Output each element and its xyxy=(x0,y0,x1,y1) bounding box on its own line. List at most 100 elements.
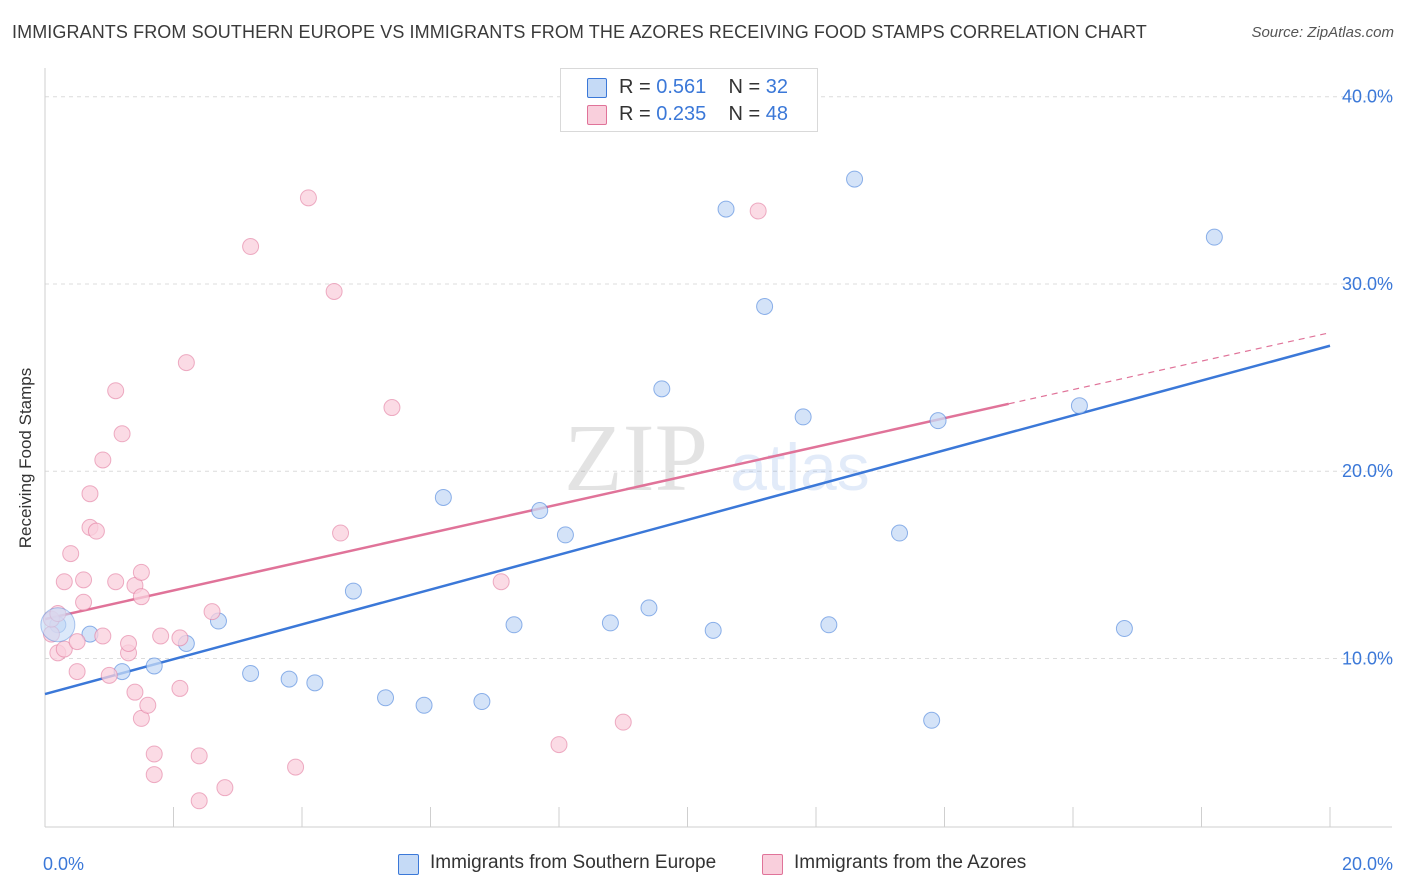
point-southern-europe xyxy=(846,170,864,188)
series-label-azores: Immigrants from the Azores xyxy=(794,852,1027,873)
legend-r-label: R = xyxy=(619,103,651,125)
point-southern-europe xyxy=(1115,620,1133,638)
legend-r-label: R = xyxy=(619,76,651,98)
series-swatch-azores xyxy=(762,854,783,875)
point-azores xyxy=(132,563,150,581)
y-axis-label: Receiving Food Stamps xyxy=(16,367,35,549)
point-azores xyxy=(145,745,163,763)
point-southern-europe xyxy=(794,408,812,426)
watermark: ZIP atlas xyxy=(564,404,870,511)
point-azores xyxy=(100,666,118,684)
point-southern-europe xyxy=(280,670,298,688)
point-southern-europe xyxy=(306,674,324,692)
x-tick-label: 20.0% xyxy=(1342,854,1393,874)
legend-n-label: N = xyxy=(728,103,761,125)
grid-lines xyxy=(45,96,1392,659)
point-azores xyxy=(383,399,401,417)
point-azores xyxy=(87,522,105,540)
point-southern-europe xyxy=(756,297,774,315)
point-southern-europe xyxy=(344,582,362,600)
trend-line-southern-europe xyxy=(44,344,1331,696)
point-southern-europe xyxy=(653,380,671,398)
point-southern-europe xyxy=(473,693,491,711)
point-azores xyxy=(107,573,125,591)
point-southern-europe xyxy=(640,599,658,617)
point-southern-europe xyxy=(820,616,838,634)
source-label: Source: ZipAtlas.com xyxy=(1251,24,1394,41)
point-southern-europe xyxy=(415,696,433,714)
point-southern-europe xyxy=(1205,228,1223,246)
point-azores xyxy=(550,736,568,754)
correlation-legend: R = 0.561 N = 32 R = 0.235 N = 48 xyxy=(560,68,818,132)
point-southern-europe xyxy=(505,616,523,634)
point-southern-europe xyxy=(717,200,735,218)
point-azores xyxy=(132,588,150,606)
series-swatch-southern-europe xyxy=(398,854,419,875)
point-azores xyxy=(216,779,234,797)
point-azores xyxy=(614,713,632,731)
legend-n-value: 48 xyxy=(765,103,789,125)
point-southern-europe xyxy=(929,412,947,430)
legend-r-value: 0.235 xyxy=(656,103,707,125)
series-legend: Immigrants from Southern Europe Immigran… xyxy=(0,852,1406,878)
axes xyxy=(44,68,1392,828)
point-azores xyxy=(325,282,343,300)
point-azores xyxy=(126,683,144,701)
watermark-atlas: atlas xyxy=(730,430,869,504)
point-southern-europe xyxy=(1070,397,1088,415)
point-azores xyxy=(492,573,510,591)
y-tick-label: 40.0% xyxy=(1342,87,1393,107)
y-tick-label: 20.0% xyxy=(1342,461,1393,481)
point-azores xyxy=(68,663,86,681)
point-azores xyxy=(75,571,93,589)
point-azores xyxy=(171,629,189,647)
series-label-southern-europe: Immigrants from Southern Europe xyxy=(430,852,717,873)
point-azores xyxy=(190,792,208,810)
data-points xyxy=(40,170,1223,810)
point-southern-europe xyxy=(377,689,395,707)
point-azores xyxy=(81,485,99,503)
point-southern-europe xyxy=(531,502,549,520)
chart-title: IMMIGRANTS FROM SOUTHERN EUROPE VS IMMIG… xyxy=(12,22,1147,42)
point-southern-europe xyxy=(556,526,574,544)
point-azores xyxy=(177,354,195,372)
legend-n-label: N = xyxy=(728,76,761,98)
point-azores xyxy=(94,627,112,645)
point-azores xyxy=(75,593,93,611)
point-azores xyxy=(107,382,125,400)
point-southern-europe xyxy=(434,488,452,506)
point-azores xyxy=(299,189,317,207)
legend-swatch-azores xyxy=(587,105,607,125)
point-southern-europe xyxy=(704,621,722,639)
point-azores xyxy=(203,603,221,621)
trend-line-azores-projection xyxy=(1008,332,1331,405)
point-azores xyxy=(139,696,157,714)
point-cluster-southern-europe xyxy=(40,607,76,643)
point-azores xyxy=(68,633,86,651)
point-azores xyxy=(190,747,208,765)
point-azores xyxy=(120,634,138,652)
point-southern-europe xyxy=(923,711,941,729)
legend-r-value: 0.561 xyxy=(656,76,707,98)
point-azores xyxy=(171,679,189,697)
x-tick-label: 0.0% xyxy=(43,854,84,874)
trend-lines xyxy=(44,332,1331,696)
point-southern-europe xyxy=(891,524,909,542)
point-azores xyxy=(55,573,73,591)
point-southern-europe xyxy=(242,664,260,682)
point-azores xyxy=(145,766,163,784)
point-azores xyxy=(62,545,80,563)
point-azores xyxy=(287,758,305,776)
y-tick-label: 30.0% xyxy=(1342,274,1393,294)
point-southern-europe xyxy=(601,614,619,632)
point-azores xyxy=(152,627,170,645)
point-azores xyxy=(55,640,73,658)
y-tick-label: 10.0% xyxy=(1342,648,1393,668)
point-southern-europe xyxy=(145,657,163,675)
point-azores xyxy=(113,425,131,443)
point-azores xyxy=(332,524,350,542)
legend-swatch-southern-europe xyxy=(587,78,607,98)
point-azores xyxy=(242,238,260,256)
trend-line-azores xyxy=(44,402,1010,621)
